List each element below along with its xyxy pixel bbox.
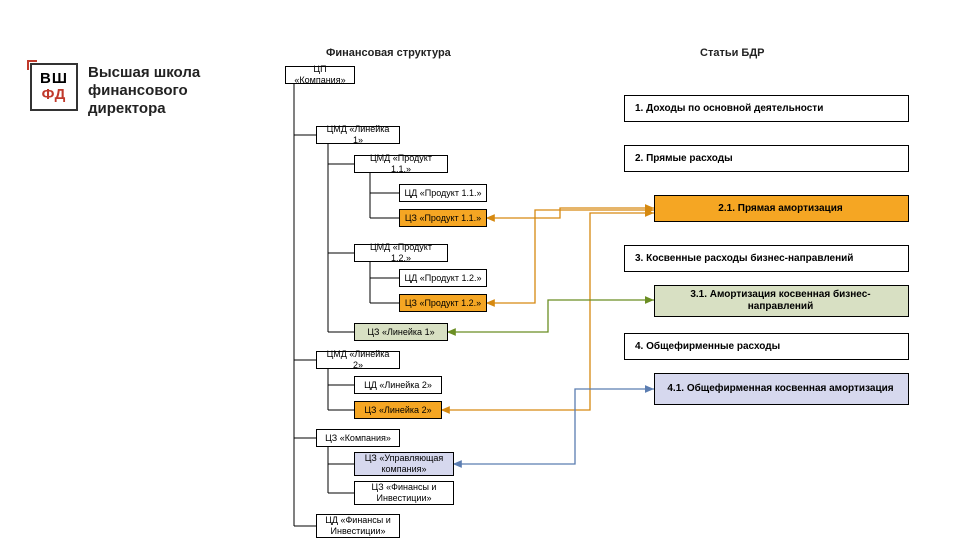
bdr-i1: 1. Доходы по основной деятельности — [624, 95, 909, 122]
node-czcompany: ЦЗ «Компания» — [316, 429, 400, 447]
brand-title: Высшая школа финансового директора — [88, 64, 200, 118]
node-root: ЦП «Компания» — [285, 66, 355, 84]
brand-logo: ВШ ФД — [30, 63, 78, 111]
node-cz12: ЦЗ «Продукт 1.2.» — [399, 294, 487, 312]
bdr-i41: 4.1. Общефирменная косвенная амортизация — [654, 373, 909, 405]
node-czline1: ЦЗ «Линейка 1» — [354, 323, 448, 341]
bdr-i21: 2.1. Прямая амортизация — [654, 195, 909, 222]
node-czfin: ЦЗ «Финансы и Инвестиции» — [354, 481, 454, 505]
node-cd11: ЦД «Продукт 1.1.» — [399, 184, 487, 202]
node-czline2: ЦЗ «Линейка 2» — [354, 401, 442, 419]
heading-left: Финансовая структура — [326, 47, 451, 59]
logo-line-2: ФД — [42, 87, 67, 103]
node-line2: ЦМД «Линейка 2» — [316, 351, 400, 369]
logo-line-1: ВШ — [40, 71, 68, 87]
node-prod11: ЦМД «Продукт 1.1.» — [354, 155, 448, 173]
node-cdfin: ЦД «Финансы и Инвестиции» — [316, 514, 400, 538]
brand-title-l2: финансового — [88, 82, 200, 100]
bdr-i31: 3.1. Амортизация косвенная бизнес-направ… — [654, 285, 909, 317]
bdr-i2: 2. Прямые расходы — [624, 145, 909, 172]
node-prod12: ЦМД «Продукт 1.2.» — [354, 244, 448, 262]
node-cdline2: ЦД «Линейка 2» — [354, 376, 442, 394]
heading-right: Статьи БДР — [700, 47, 765, 59]
bdr-i4: 4. Общефирменные расходы — [624, 333, 909, 360]
node-cz11: ЦЗ «Продукт 1.1.» — [399, 209, 487, 227]
bdr-i3: 3. Косвенные расходы бизнес-направлений — [624, 245, 909, 272]
node-line1: ЦМД «Линейка 1» — [316, 126, 400, 144]
node-czmanage: ЦЗ «Управляющая компания» — [354, 452, 454, 476]
brand-title-l1: Высшая школа — [88, 64, 200, 82]
node-cd12: ЦД «Продукт 1.2.» — [399, 269, 487, 287]
brand-title-l3: директора — [88, 100, 200, 118]
